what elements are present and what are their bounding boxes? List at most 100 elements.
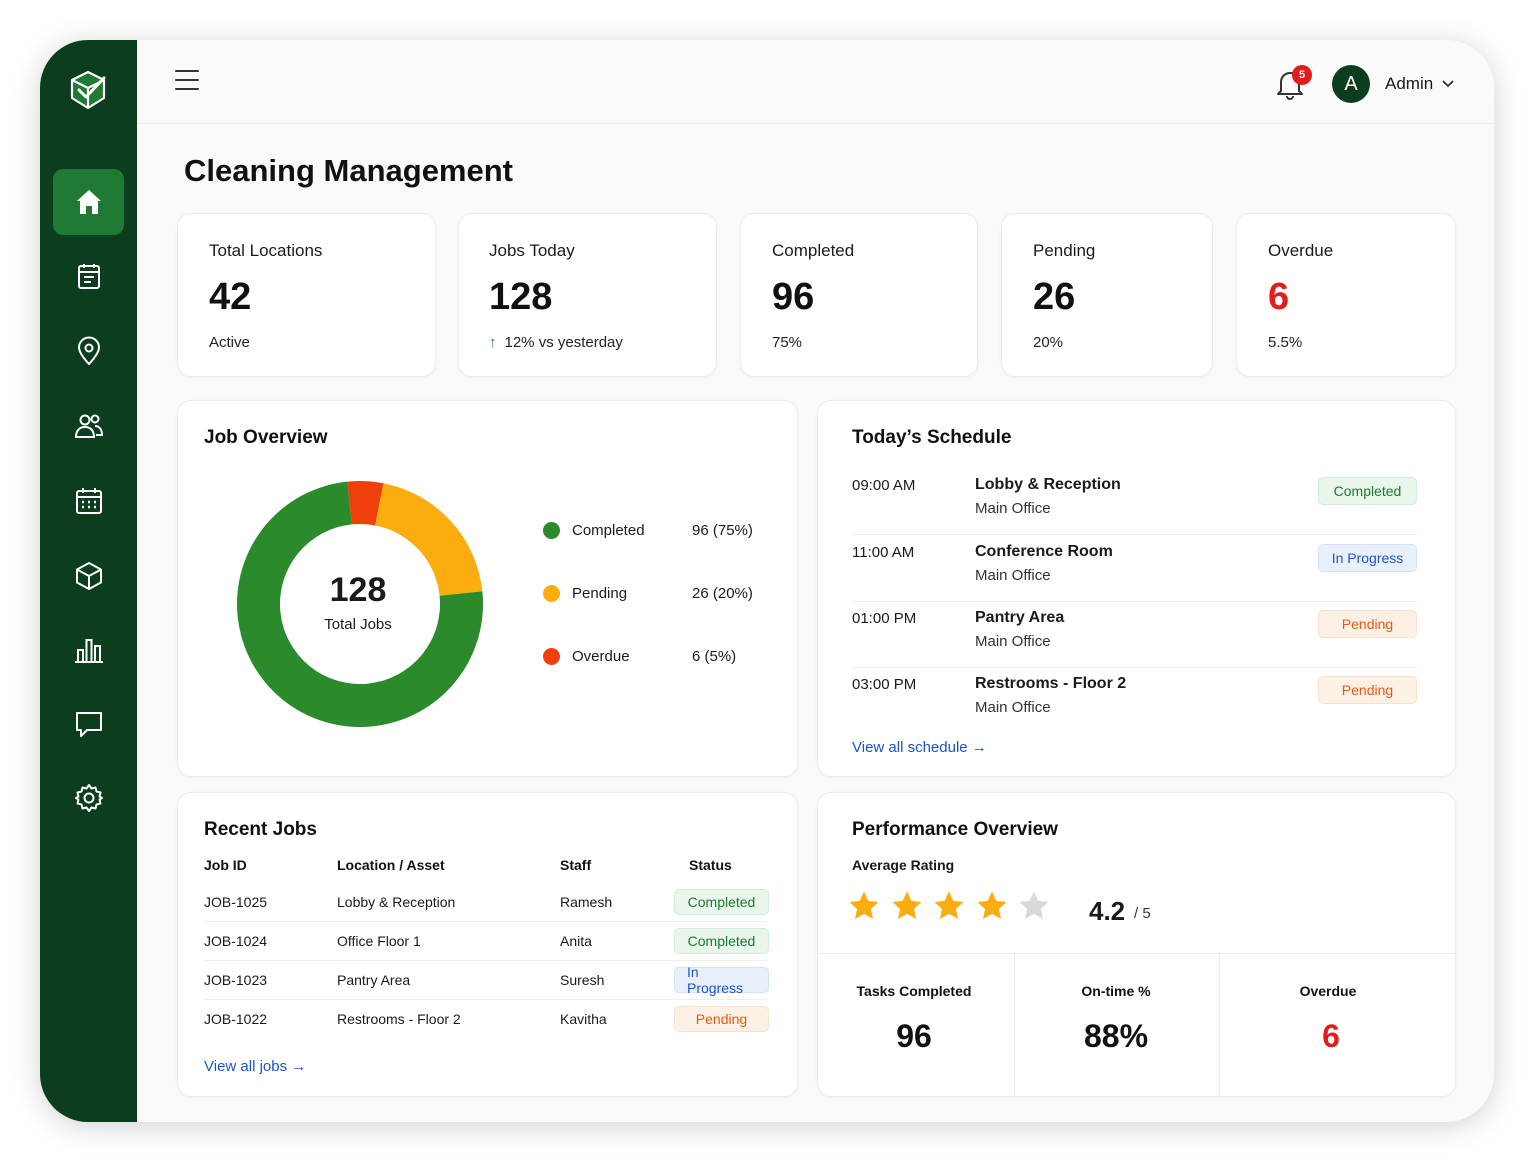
donut-slice-completed	[237, 481, 483, 727]
stat-card-jobs-today: Jobs Today 128 ↑ 12% vs yesterday	[458, 213, 717, 377]
rating-max: / 5	[1134, 905, 1151, 922]
status-badge: Pending	[674, 1006, 769, 1032]
sidebar	[40, 40, 137, 1122]
metric-value: 88%	[1083, 1018, 1149, 1054]
metric-value: 96	[896, 1018, 932, 1054]
legend-value: 96 (75%)	[692, 522, 753, 539]
stat-card-overdue: Overdue 6 5.5%	[1236, 213, 1456, 377]
job-id: JOB-1024	[204, 933, 268, 949]
sidebar-item-calendar[interactable]	[53, 468, 124, 534]
job-id: JOB-1025	[204, 894, 268, 910]
divider	[1219, 953, 1220, 1096]
schedule-item[interactable]: 03:00 PM Restrooms - Floor 2 Main Office…	[852, 668, 1417, 734]
stat-value: 42	[209, 276, 252, 318]
stat-card-completed: Completed 96 75%	[740, 213, 978, 377]
card-title: Recent Jobs	[204, 819, 317, 840]
stat-value: 6	[1268, 276, 1290, 318]
donut-slice-overdue	[347, 481, 384, 526]
star-empty-icon	[1019, 891, 1049, 920]
legend-label: Overdue	[572, 648, 630, 665]
sidebar-item-home[interactable]	[53, 169, 124, 235]
sidebar-item-messages[interactable]	[53, 691, 124, 757]
stat-value: 96	[772, 276, 815, 318]
home-icon	[76, 190, 101, 214]
app-frame: 5 A Admin Cleaning Management Total Loca…	[40, 40, 1494, 1122]
stat-sub: ↑ 12% vs yesterday	[489, 334, 623, 351]
rating-value: 4.2	[1089, 896, 1126, 926]
sidebar-item-reports[interactable]	[53, 617, 124, 683]
sidebar-item-locations[interactable]	[53, 318, 124, 384]
stat-value: 128	[489, 276, 553, 318]
sidebar-item-tasks[interactable]	[53, 243, 124, 309]
metric-label: Overdue	[1299, 983, 1357, 999]
status-badge: Pending	[1318, 676, 1417, 704]
schedule-time: 03:00 PM	[852, 676, 917, 693]
metric-label: On-time %	[1081, 983, 1151, 999]
job-location: Lobby & Reception	[337, 894, 456, 910]
job-staff: Ramesh	[560, 894, 613, 910]
job-id: JOB-1023	[204, 972, 268, 988]
user-name[interactable]: Admin	[1385, 74, 1434, 93]
schedule-location: Main Office	[975, 633, 1051, 650]
table-row[interactable]: JOB-1022 Restrooms - Floor 2 Kavitha Pen…	[204, 1001, 769, 1039]
schedule-item[interactable]: 09:00 AM Lobby & Reception Main Office C…	[852, 469, 1417, 535]
table-row[interactable]: JOB-1024 Office Floor 1 Anita Completed	[204, 923, 769, 961]
legend-dot	[543, 585, 560, 602]
schedule-item[interactable]: 11:00 AM Conference Room Main Office In …	[852, 536, 1417, 602]
view-all-schedule-link[interactable]: View all schedule →	[852, 739, 987, 756]
donut-total: 128	[329, 571, 387, 609]
stat-card-total-locations: Total Locations 42 Active	[177, 213, 436, 377]
schedule-location: Main Office	[975, 567, 1051, 584]
schedule-name: Lobby & Reception	[975, 476, 1121, 493]
star-filled-icon	[891, 891, 922, 920]
stat-label: Jobs Today	[489, 241, 575, 260]
menu-toggle-icon[interactable]	[175, 70, 199, 92]
divider	[1014, 953, 1015, 1096]
sidebar-item-settings[interactable]	[53, 765, 124, 831]
legend-item-pending: Pending 26 (20%)	[543, 585, 753, 602]
main-area: 5 A Admin Cleaning Management Total Loca…	[137, 40, 1494, 1122]
job-staff: Suresh	[560, 972, 605, 988]
view-all-jobs-link[interactable]: View all jobs →	[204, 1058, 307, 1075]
notification-badge: 5	[1292, 65, 1312, 85]
metric-value: 6	[1322, 1018, 1340, 1054]
status-badge: Pending	[1318, 610, 1417, 638]
card-title: Performance Overview	[852, 819, 1058, 840]
chat-icon	[75, 712, 102, 737]
legend-item-completed: Completed 96 (75%)	[543, 522, 753, 539]
stat-label: Pending	[1033, 241, 1096, 260]
performance-card: Performance Overview Average Rating 4.2 …	[817, 792, 1456, 1097]
page-title: Cleaning Management	[184, 153, 513, 188]
stat-label: Overdue	[1268, 241, 1334, 260]
top-bar: 5 A Admin	[137, 40, 1494, 124]
sidebar-item-staff[interactable]	[53, 393, 124, 459]
schedule-card: Today’s Schedule 09:00 AM Lobby & Recept…	[817, 400, 1456, 777]
stat-sub: 5.5%	[1268, 334, 1303, 351]
sidebar-item-assets[interactable]	[53, 543, 124, 609]
column-header: Status	[689, 857, 732, 873]
cube-logo-icon[interactable]	[66, 68, 110, 112]
legend-value: 6 (5%)	[692, 648, 737, 665]
donut-chart	[237, 481, 483, 727]
recent-jobs-card: Recent Jobs Job ID Location / Asset Staf…	[177, 792, 798, 1097]
stat-value: 26	[1033, 276, 1076, 318]
schedule-item[interactable]: 01:00 PM Pantry Area Main Office Pending	[852, 602, 1417, 668]
arrow-up-icon: ↑	[489, 334, 497, 351]
job-location: Office Floor 1	[337, 933, 421, 949]
star-filled-icon	[976, 891, 1007, 920]
column-header: Location / Asset	[337, 857, 445, 873]
divider	[818, 953, 1455, 954]
donut-slice-pending	[375, 483, 483, 596]
table-row[interactable]: JOB-1023 Pantry Area Suresh In Progress	[204, 962, 769, 1000]
job-overview-card: Job Overview 128 Total Jobs Completed 96…	[177, 400, 798, 777]
avatar[interactable]: A	[1332, 65, 1370, 103]
box-icon	[75, 562, 102, 590]
chevron-down-icon[interactable]	[1442, 78, 1454, 88]
legend-dot	[543, 522, 560, 539]
legend-item-overdue: Overdue 6 (5%)	[543, 648, 736, 665]
rating-label: Average Rating	[852, 857, 955, 873]
stat-label: Total Locations	[209, 241, 323, 260]
table-row[interactable]: JOB-1025 Lobby & Reception Ramesh Comple…	[204, 884, 769, 922]
status-badge: Completed	[674, 889, 769, 915]
legend-dot	[543, 648, 560, 665]
